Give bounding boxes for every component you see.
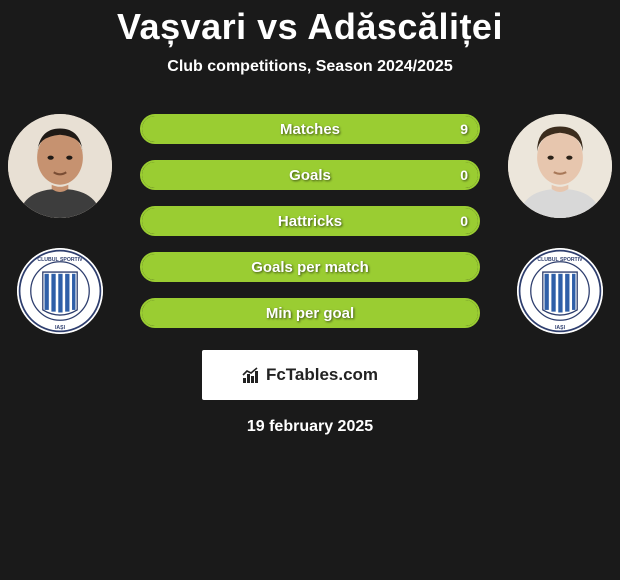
stat-bar-label: Matches <box>142 116 478 142</box>
stat-bar-value: 0 <box>460 208 468 234</box>
stat-bar-label: Min per goal <box>142 300 478 326</box>
brand-text: FcTables.com <box>266 365 378 385</box>
club-left-badge: CLUBUL SPORTIV IAȘI <box>17 248 103 334</box>
stat-bar-value: 0 <box>460 162 468 188</box>
stat-bar-value: 9 <box>460 116 468 142</box>
comparison-card: Vașvari vs Adăscăliței Club competitions… <box>0 0 620 580</box>
stat-bar-label: Goals per match <box>142 254 478 280</box>
svg-text:CLUBUL SPORTIV: CLUBUL SPORTIV <box>37 257 83 263</box>
stat-bars: Matches9Goals0Hattricks0Goals per matchM… <box>140 114 480 344</box>
chart-icon <box>242 366 262 384</box>
stat-bar-label: Goals <box>142 162 478 188</box>
stat-bar: Hattricks0 <box>140 206 480 236</box>
player-left-avatar-icon <box>8 114 112 218</box>
stat-bar: Goals per match <box>140 252 480 282</box>
page-subtitle: Club competitions, Season 2024/2025 <box>0 58 620 76</box>
svg-text:IAȘI: IAȘI <box>555 325 566 331</box>
stat-bar: Min per goal <box>140 298 480 328</box>
stat-bar: Goals0 <box>140 160 480 190</box>
player-right-photo <box>508 114 612 218</box>
svg-text:CLUBUL SPORTIV: CLUBUL SPORTIV <box>537 257 583 263</box>
svg-text:IAȘI: IAȘI <box>55 325 66 331</box>
player-left-photo <box>8 114 112 218</box>
page-title: Vașvari vs Adăscăliței <box>0 0 620 48</box>
brand-box: FcTables.com <box>202 350 418 400</box>
stat-bar-label: Hattricks <box>142 208 478 234</box>
player-right-avatar-icon <box>508 114 612 218</box>
club-left-badge-icon: CLUBUL SPORTIV IAȘI <box>17 248 103 334</box>
stat-bar: Matches9 <box>140 114 480 144</box>
club-right-badge: CLUBUL SPORTIV IAȘI <box>517 248 603 334</box>
club-right-badge-icon: CLUBUL SPORTIV IAȘI <box>517 248 603 334</box>
date-label: 19 february 2025 <box>0 418 620 436</box>
